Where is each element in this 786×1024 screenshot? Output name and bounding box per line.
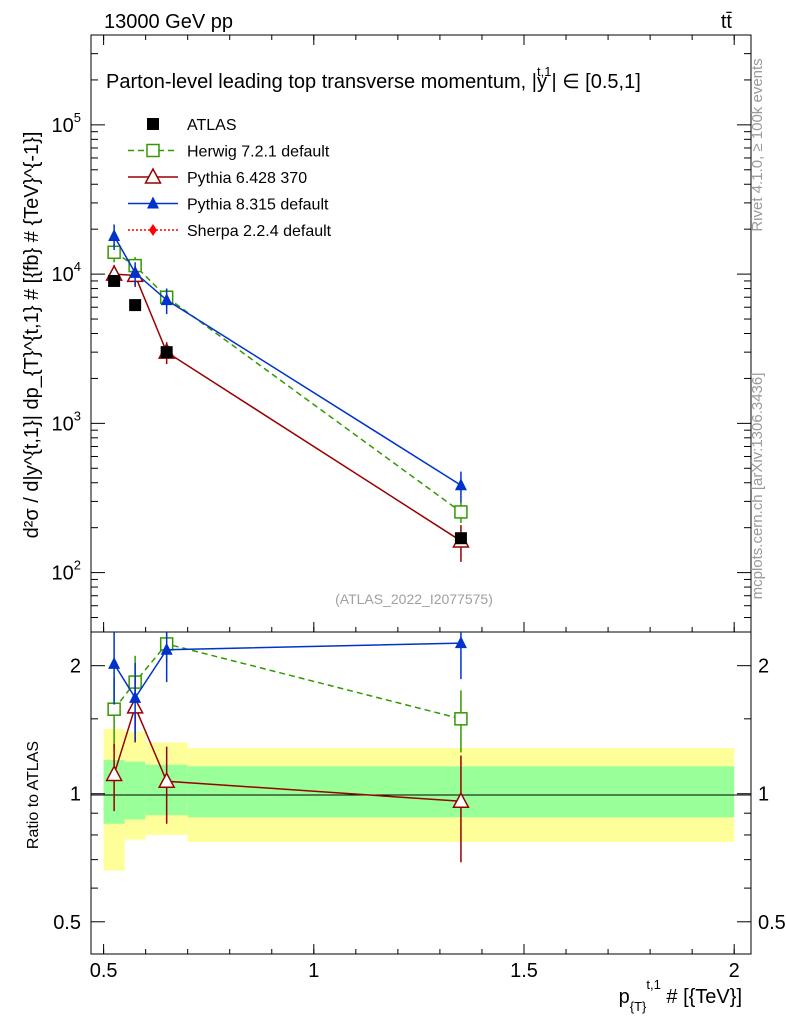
ratio-series — [105, 632, 470, 863]
chart-title-tail: | ∈ [0.5,1] — [551, 71, 640, 93]
ratio-point — [454, 636, 467, 649]
ratio-y-axis-label: Ratio to ATLAS — [25, 741, 42, 849]
x-axis-label-tail: # [{TeV}] — [661, 986, 742, 1008]
legend-label: Pythia 8.315 default — [187, 197, 329, 214]
data-point — [129, 299, 142, 312]
ratio-point — [454, 712, 468, 726]
legend-label: ATLAS — [187, 117, 237, 134]
band-inner — [124, 761, 146, 820]
main-series — [105, 224, 470, 562]
ratio-point — [108, 656, 121, 669]
ratio-point — [452, 791, 470, 809]
y-tick-base: 10 — [52, 264, 74, 286]
series-point — [454, 505, 468, 519]
uncertainty-bands — [103, 728, 735, 871]
series-point — [454, 478, 467, 491]
ratio-point — [157, 771, 176, 788]
process-label: tt̄ — [721, 11, 733, 33]
y-tick-exponent: 4 — [74, 259, 81, 274]
legend-marker — [144, 167, 162, 184]
ratio-tick-label-right: 2 — [758, 656, 769, 678]
series-point — [129, 265, 142, 278]
legend-marker — [147, 196, 159, 209]
y-tick-base: 10 — [52, 115, 74, 137]
legend-label: Sherpa 2.2.4 default — [187, 223, 332, 240]
x-axis-label: p{T} t,1 # [{TeV}] — [619, 977, 742, 1014]
x-axis-label-sup: t,1 — [646, 977, 660, 992]
ratio-tick-label: 2 — [70, 656, 81, 678]
data-point — [108, 274, 121, 287]
ratio-point — [107, 702, 121, 716]
ratio-tick-label: 0.5 — [53, 912, 81, 934]
y-tick-label: 104 — [52, 259, 81, 286]
ratio-tick-label: 1 — [70, 784, 81, 806]
mcplots-label: mcplots.cern.ch [arXiv:1306.3436] — [749, 373, 766, 600]
legend-marker — [146, 143, 160, 158]
ratio-line — [113, 643, 462, 720]
chart-title: Parton-level leading top transverse mome… — [106, 64, 641, 93]
chart-title-sup: t,1 — [537, 64, 551, 79]
series-line — [114, 273, 462, 542]
ratio-point — [105, 764, 123, 782]
series-point — [108, 229, 121, 242]
x-axis-label-main: p — [619, 986, 630, 1008]
series-point — [160, 293, 173, 306]
ratio-tick-label-right: 0.5 — [758, 912, 786, 934]
y-tick-label: 102 — [52, 558, 81, 585]
ratio-plot-frame — [90, 631, 752, 955]
collision-label: 13000 GeV pp — [104, 11, 233, 33]
y-tick-exponent: 5 — [74, 110, 81, 125]
y-tick-exponent: 2 — [74, 558, 81, 573]
x-axis-label-sub: {T} — [630, 999, 647, 1014]
legend-label: Pythia 6.428 370 — [187, 170, 307, 187]
ratio-point — [160, 642, 173, 655]
legend-marker — [147, 118, 159, 130]
x-tick-label: 2 — [729, 960, 740, 982]
ratio-tick-label-right: 1 — [758, 784, 769, 806]
y-tick-label: 105 — [52, 110, 81, 137]
chart-title-main: Parton-level leading top transverse mome… — [106, 71, 537, 93]
x-tick-label: 1 — [308, 960, 319, 982]
x-tick-label: 0.5 — [90, 960, 118, 982]
ratio-line — [113, 642, 461, 700]
ratio-line — [113, 704, 461, 803]
x-tick-label: 1.5 — [510, 960, 538, 982]
data-point — [454, 532, 467, 545]
ratio-point — [129, 690, 142, 703]
y-tick-base: 10 — [52, 413, 74, 435]
y-tick-exponent: 3 — [74, 408, 81, 423]
y-tick-base: 10 — [52, 563, 74, 585]
rivet-version-label: Rivet 4.1.0, ≥ 100k events — [749, 58, 766, 231]
legend-label: Herwig 7.2.1 default — [187, 144, 330, 161]
chart-title-y: y — [537, 71, 547, 93]
analysis-watermark: (ATLAS_2022_I2077575) — [335, 591, 493, 607]
legend: ATLAS Herwig 7.2.1 default Pythia 6.428 37… — [128, 117, 332, 240]
series-line — [113, 251, 462, 513]
y-tick-label: 103 — [52, 408, 81, 435]
legend-marker — [149, 224, 157, 236]
series-line — [113, 235, 462, 486]
data-point — [160, 346, 173, 359]
main-y-axis-label: d²σ / d|y^{t,1}| dp_{T}^{t,1} # [{fb} # … — [21, 132, 43, 539]
